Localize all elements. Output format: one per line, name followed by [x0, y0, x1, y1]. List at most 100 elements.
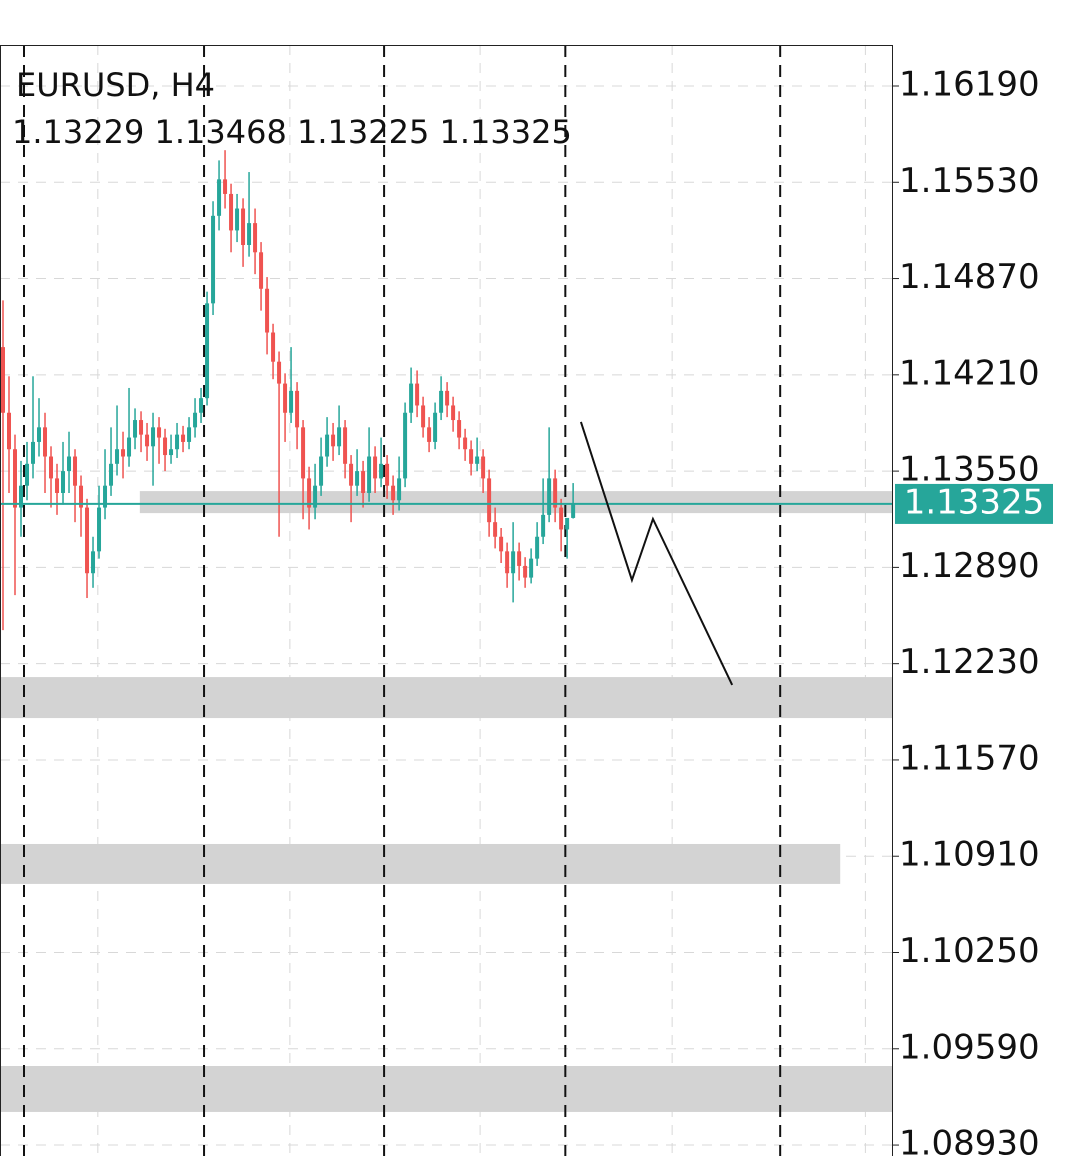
- candle-body: [127, 437, 132, 457]
- candle-body: [463, 437, 468, 450]
- candle-body: [409, 383, 414, 413]
- candle-body: [121, 449, 126, 457]
- candle-body: [559, 507, 564, 530]
- candle-body: [499, 536, 504, 552]
- candle-body: [373, 456, 378, 479]
- y-tick-label: 1.08930: [899, 1124, 1040, 1156]
- candle-body: [265, 288, 270, 333]
- candle-body: [241, 208, 246, 245]
- candle-body: [31, 441, 36, 464]
- candle-body: [49, 456, 54, 479]
- candle-body: [259, 252, 264, 289]
- candle-body: [481, 456, 486, 479]
- y-tick-label: 1.12890: [899, 546, 1040, 586]
- candle-body: [187, 427, 192, 442]
- candle-body: [313, 485, 318, 508]
- candle-body: [199, 398, 204, 413]
- y-tick-label: 1.16190: [899, 64, 1040, 104]
- candle-body: [217, 179, 222, 216]
- close-value: 1.13325: [440, 113, 572, 151]
- candle-body: [445, 390, 450, 406]
- price-zone: [0, 843, 841, 884]
- candle-body: [523, 565, 528, 578]
- candle-body: [115, 449, 120, 464]
- candle-body: [43, 427, 48, 457]
- price-zone: [139, 491, 893, 514]
- plot-area: [0, 45, 893, 1156]
- candle-body: [307, 478, 312, 508]
- candle-body: [517, 551, 522, 566]
- candle-body: [403, 412, 408, 479]
- candle-body: [529, 558, 534, 578]
- candle-body: [421, 405, 426, 428]
- candle-body: [277, 361, 282, 384]
- candle-body: [157, 427, 162, 438]
- candle-body: [331, 434, 336, 447]
- candle-body: [13, 449, 18, 508]
- price-badge-label: 1.13325: [904, 482, 1045, 522]
- price-badge: [895, 483, 1053, 524]
- candle-body: [571, 503, 576, 518]
- candle-body: [289, 390, 294, 413]
- candle-body: [511, 551, 516, 574]
- candle-body: [349, 463, 354, 486]
- y-tick-label: 1.09590: [899, 1027, 1040, 1067]
- candle-body: [457, 420, 462, 438]
- candle-body: [337, 427, 342, 447]
- candle-body: [37, 427, 42, 442]
- high-value: 1.13468: [155, 113, 287, 151]
- y-tick-label: 1.12230: [899, 642, 1040, 682]
- candle-body: [283, 383, 288, 413]
- candle-body: [415, 383, 420, 406]
- y-tick-label: 1.10250: [899, 931, 1040, 971]
- open-value: 1.13229: [12, 113, 144, 151]
- candle-body: [235, 208, 240, 231]
- candle-body: [247, 223, 252, 245]
- candle-body: [169, 449, 174, 456]
- candle-body: [139, 420, 144, 435]
- candle-body: [145, 434, 150, 447]
- candle-body: [379, 463, 384, 479]
- candle-body: [205, 303, 210, 399]
- candle-body: [487, 478, 492, 523]
- candle-body: [535, 536, 540, 559]
- candle-body: [61, 471, 66, 493]
- low-value: 1.13225: [297, 113, 429, 151]
- candle-body: [433, 412, 438, 442]
- candle-body: [133, 420, 138, 438]
- candle-body: [343, 427, 348, 464]
- candle-body: [385, 463, 390, 486]
- y-tick-label: 1.13550: [899, 450, 1040, 490]
- candle-body: [97, 507, 102, 552]
- candle-body: [271, 332, 276, 362]
- candle-body: [325, 434, 330, 457]
- candle-body: [295, 390, 300, 428]
- candle-body: [19, 485, 24, 508]
- candle-body: [181, 434, 186, 442]
- candle-body: [223, 179, 228, 194]
- candle-body: [361, 471, 366, 493]
- candle-body: [469, 449, 474, 464]
- candle-body: [451, 405, 456, 421]
- candle-body: [211, 215, 216, 304]
- y-tick-label: 1.14210: [899, 353, 1040, 393]
- candle-body: [367, 456, 372, 493]
- candle-body: [547, 478, 552, 515]
- chart-title: EURUSD, H4: [16, 66, 215, 104]
- price-zone: [0, 1065, 893, 1112]
- price-zone: [0, 677, 893, 719]
- candle-body: [301, 427, 306, 479]
- candle-body: [397, 478, 402, 501]
- zigzag-line: [579, 421, 734, 686]
- candle-body: [553, 478, 558, 508]
- candle-body: [55, 478, 60, 493]
- candle-body: [85, 507, 90, 574]
- y-tick-label: 1.15530: [899, 161, 1040, 201]
- candle-body: [493, 522, 498, 537]
- candle-body: [319, 456, 324, 486]
- y-tick-label: 1.14870: [899, 257, 1040, 297]
- candle-body: [79, 485, 84, 508]
- candle-body: [151, 427, 156, 447]
